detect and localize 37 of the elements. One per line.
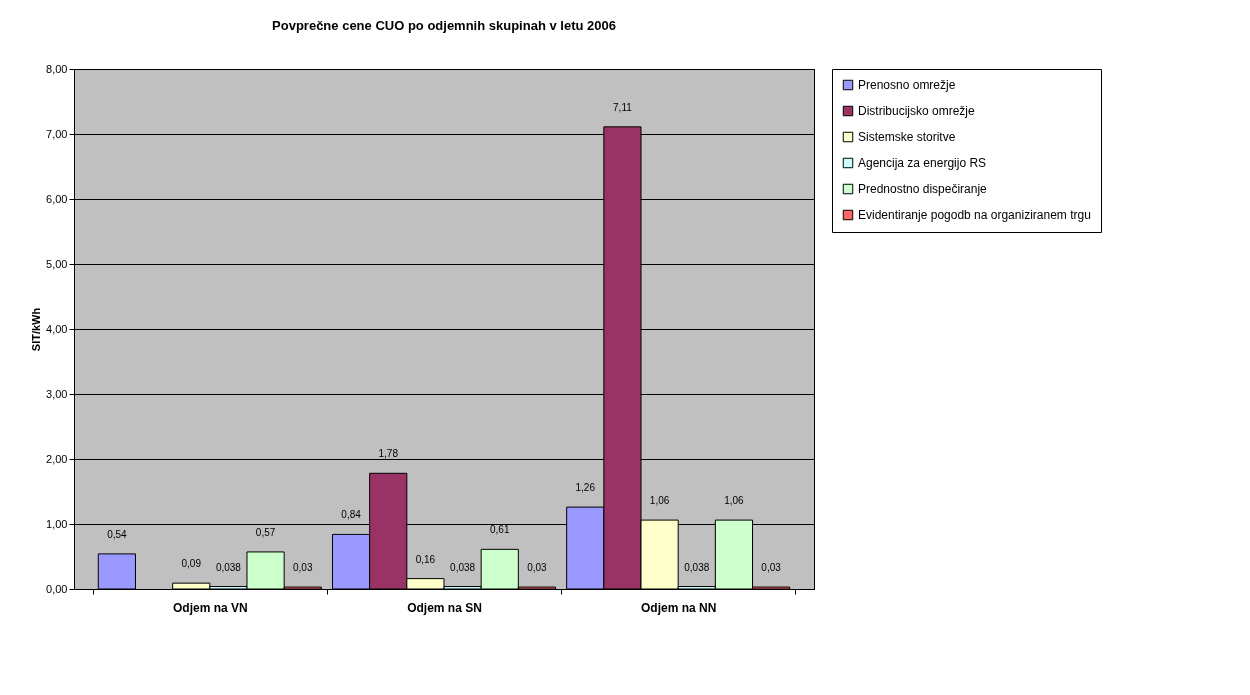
data-label: 0,038 [450,561,476,573]
data-label: 0,61 [490,524,510,536]
legend-label: Evidentiranje pogodb na organiziranem trgu [858,208,1091,222]
y-axis-title: SIT/kWh [30,307,43,352]
data-label: 0,03 [761,562,782,574]
x-tick-label: Odjem na SN [407,600,482,615]
y-tick-label: 2,00 [46,452,68,465]
data-label: 0,038 [684,561,710,573]
data-label: 0,16 [415,553,436,565]
y-tick-label: 5,00 [46,257,68,270]
legend-label: Prednostno dispečiranje [858,182,988,196]
data-label: 0,038 [215,561,242,573]
legend-label: Sistemske storitve [858,130,956,144]
data-label: 1,78 [378,448,399,460]
y-tick-label: 6,00 [46,192,68,205]
data-label: 0,54 [107,528,128,540]
data-label: 0,03 [527,562,548,574]
y-tick-label: 4,00 [46,322,68,335]
data-label: 0,84 [341,509,362,521]
y-tick-label: 1,00 [46,517,68,530]
legend-label: Prenosno omrežje [858,78,956,92]
y-tick-label: 0,00 [46,582,68,595]
data-label: 1,06 [724,495,745,507]
x-tick-label: Odjem na NN [641,600,717,615]
chart-title: Povprečne cene CUO po odjemnih skupinah v letu 2006 [272,18,616,33]
y-tick-label: 7,00 [46,127,68,140]
y-tick-label: 3,00 [46,387,68,400]
y-tick-label: 8,00 [46,62,68,75]
data-label: 0,57 [255,526,276,538]
legend-label: Agencija za energijo RS [858,156,987,170]
data-label: 1,06 [649,495,670,507]
data-label: 7,11 [613,101,633,113]
x-tick-label: Odjem na VN [172,600,248,615]
data-label: 0,03 [293,562,313,574]
data-label: 1,26 [575,482,596,494]
data-label: 0,09 [181,558,202,570]
legend-label: Distribucijsko omrežje [858,104,976,118]
